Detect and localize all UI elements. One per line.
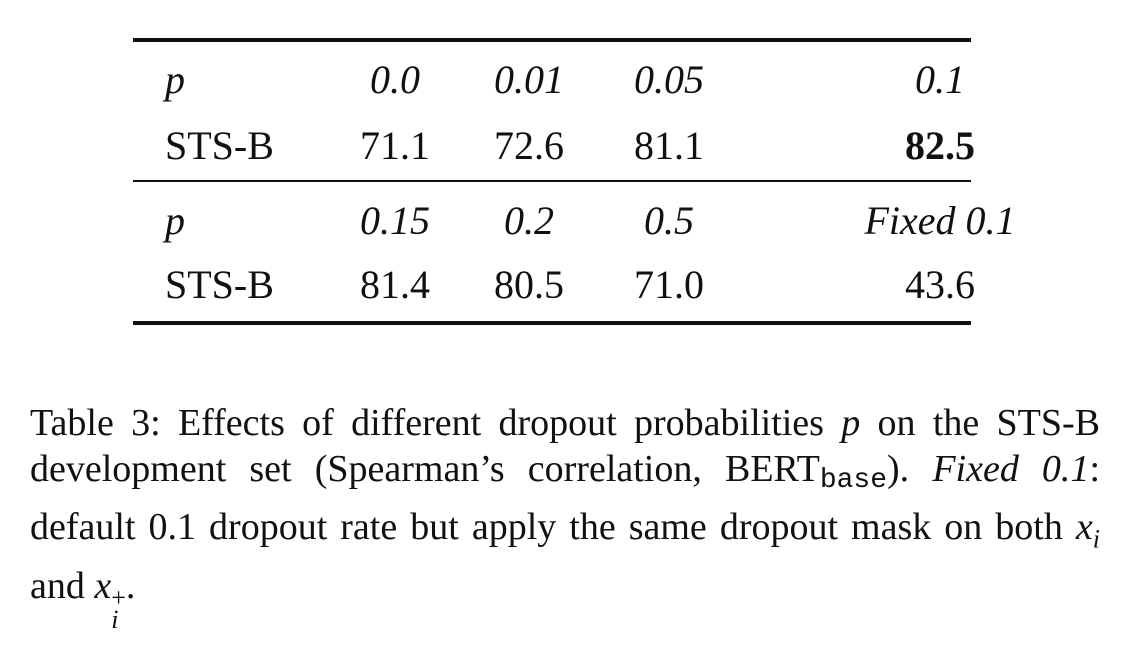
- table-cell: 81.1: [634, 123, 704, 168]
- table-cell: 0.05: [634, 57, 704, 102]
- table-cell: 0.2: [504, 198, 554, 243]
- table-cell: 0.5: [644, 198, 694, 243]
- table-caption: Table 3: Effects of different dropout pr…: [30, 402, 1100, 634]
- table-cell: 43.6: [905, 262, 975, 307]
- table-cell: Fixed 0.1: [864, 198, 1016, 243]
- table-row: p 0.15 0.2 0.5 Fixed 0.1: [133, 197, 1016, 257]
- top-rule: [133, 38, 971, 42]
- table-cell: 0.15: [360, 198, 430, 243]
- table-cell: 72.6: [494, 123, 564, 168]
- mid-rule: [133, 180, 971, 182]
- table-cell: 81.4: [360, 262, 430, 307]
- table-row: STS-B 71.1 72.6 81.1 82.5: [133, 122, 975, 182]
- table-cell: 82.5: [905, 123, 975, 168]
- row-label: p: [165, 198, 185, 243]
- row-label: STS-B: [165, 262, 274, 307]
- table-cell: 80.5: [494, 262, 564, 307]
- table-cell: 71.1: [360, 123, 430, 168]
- row-label: STS-B: [165, 123, 274, 168]
- table-row: STS-B 81.4 80.5 71.0 43.6: [133, 261, 975, 321]
- table-cell: 0.01: [494, 57, 564, 102]
- bottom-rule: [133, 321, 971, 325]
- table-cell: 0.0: [370, 57, 420, 102]
- table-cell: 0.1: [915, 57, 965, 102]
- table-cell: 71.0: [634, 262, 704, 307]
- row-label: p: [165, 57, 185, 102]
- table-row: p 0.0 0.01 0.05 0.1: [133, 56, 971, 116]
